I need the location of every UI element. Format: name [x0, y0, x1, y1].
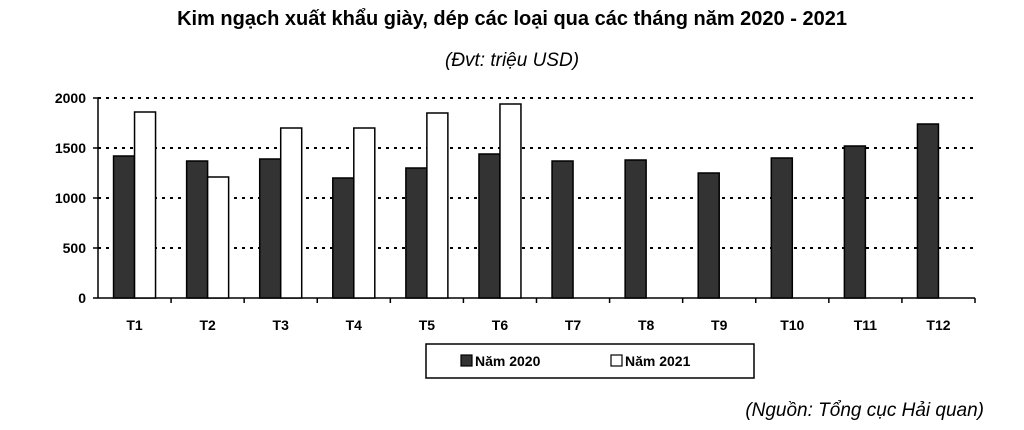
- x-tick-label: T10: [780, 317, 804, 333]
- x-tick-label: T6: [492, 317, 509, 333]
- source-note: (Nguồn: Tổng cục Hải quan): [745, 400, 984, 421]
- legend-label: Năm 2020: [475, 353, 541, 369]
- bar-series1: [843, 145, 867, 299]
- x-tick-label: T5: [419, 317, 436, 333]
- bar-series2: [206, 176, 230, 299]
- bar-series2: [499, 103, 522, 299]
- bar-series1: [112, 155, 136, 299]
- legend-label: Năm 2021: [625, 353, 691, 369]
- legend-swatch: [610, 354, 623, 367]
- bar-series1: [185, 160, 209, 299]
- bar-series1: [697, 172, 720, 299]
- x-tick-label: T4: [346, 317, 363, 333]
- bar-series1: [624, 159, 647, 299]
- x-tick-label: T3: [273, 317, 290, 333]
- bar-series1: [405, 167, 428, 299]
- bar-series1: [770, 157, 794, 299]
- bar-series2: [279, 127, 303, 299]
- bar-series2: [133, 111, 157, 299]
- x-tick-label: T9: [711, 317, 728, 333]
- bar-series2: [353, 127, 376, 299]
- bar-series1: [551, 160, 574, 299]
- legend-box: [425, 343, 755, 379]
- x-tick-label: T7: [565, 317, 582, 333]
- y-tick-label: 1000: [55, 190, 86, 206]
- x-tick-label: T2: [199, 317, 216, 333]
- bar-series1: [478, 153, 501, 299]
- x-tick-label: T1: [126, 317, 143, 333]
- y-tick-label: 2000: [55, 90, 86, 106]
- bar-series1: [332, 177, 355, 299]
- y-tick-label: 0: [78, 290, 86, 306]
- bar-series2: [426, 112, 449, 299]
- y-tick-label: 500: [63, 240, 87, 256]
- legend-swatch: [460, 354, 473, 367]
- y-tick-label: 1500: [55, 140, 86, 156]
- x-tick-label: T12: [926, 317, 950, 333]
- bar-series1: [258, 158, 282, 299]
- x-tick-label: T8: [638, 317, 655, 333]
- chart-subtitle: (Đvt: triệu USD): [444, 50, 580, 71]
- x-tick-label: T11: [854, 317, 878, 333]
- bar-series1: [916, 123, 940, 299]
- chart-title: Kim ngạch xuất khẩu giày, dép các loại q…: [177, 8, 847, 30]
